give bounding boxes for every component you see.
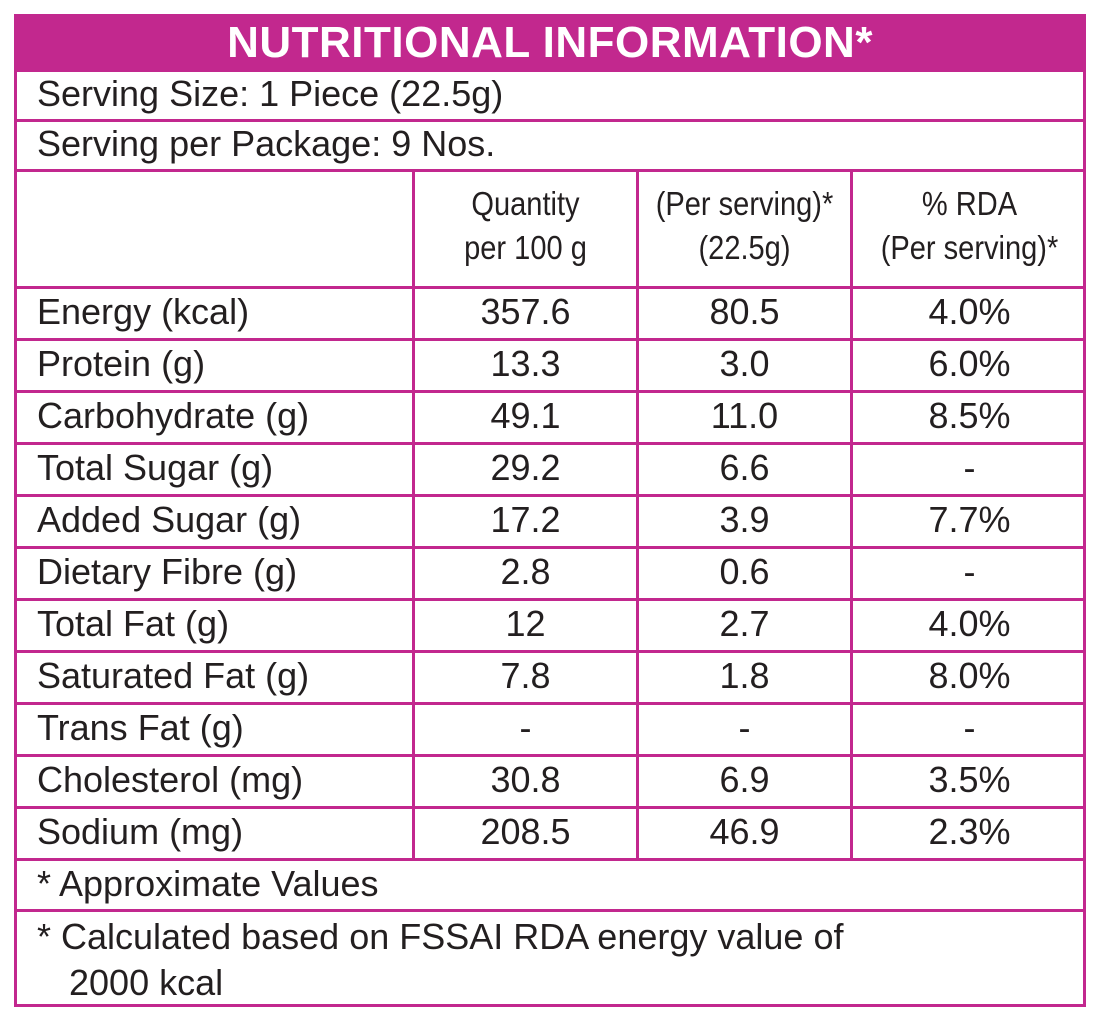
rda-value: - bbox=[850, 705, 1086, 754]
table-row: Protein (g) 13.3 3.0 6.0% bbox=[17, 338, 1083, 390]
per-100g-value: 357.6 bbox=[412, 289, 636, 338]
table-row: Total Sugar (g) 29.2 6.6 - bbox=[17, 442, 1083, 494]
per-serving-value: - bbox=[636, 705, 850, 754]
table-row: Sodium (mg) 208.5 46.9 2.3% bbox=[17, 806, 1083, 858]
header-quantity-line1: Quantity bbox=[471, 185, 580, 222]
header-quantity: Quantity per 100 g bbox=[428, 172, 622, 270]
per-serving-value: 80.5 bbox=[636, 289, 850, 338]
per-100g-value: - bbox=[412, 705, 636, 754]
per-100g-value: 49.1 bbox=[412, 393, 636, 442]
rda-value: 6.0% bbox=[850, 341, 1086, 390]
rda-value: 4.0% bbox=[850, 289, 1086, 338]
serving-per-package: Serving per Package: 9 Nos. bbox=[17, 119, 1083, 169]
nutrient-label: Sodium (mg) bbox=[37, 811, 244, 852]
per-100g-value: 17.2 bbox=[412, 497, 636, 546]
header-blank-cell bbox=[17, 172, 412, 286]
rda-value: 4.0% bbox=[850, 601, 1086, 650]
header-per-serving-line2: (22.5g) bbox=[698, 229, 791, 266]
per-serving-value: 6.6 bbox=[636, 445, 850, 494]
per-100g-value: 29.2 bbox=[412, 445, 636, 494]
rda-value: 3.5% bbox=[850, 757, 1086, 806]
nutrition-label: NUTRITIONAL INFORMATION* Serving Size: 1… bbox=[14, 14, 1086, 1007]
serving-size: Serving Size: 1 Piece (22.5g) bbox=[17, 69, 1083, 119]
per-100g-value: 30.8 bbox=[412, 757, 636, 806]
header-rda-line1: % RDA bbox=[921, 185, 1018, 222]
per-serving-value: 6.9 bbox=[636, 757, 850, 806]
per-serving-value: 3.9 bbox=[636, 497, 850, 546]
table-row: Energy (kcal) 357.6 80.5 4.0% bbox=[17, 286, 1083, 338]
footnote-fssai-line1: * Calculated based on FSSAI RDA energy v… bbox=[37, 916, 844, 957]
header-per-serving: (Per serving)* (22.5g) bbox=[652, 172, 838, 270]
table-row: Added Sugar (g) 17.2 3.9 7.7% bbox=[17, 494, 1083, 546]
table-row: Total Fat (g) 12 2.7 4.0% bbox=[17, 598, 1083, 650]
rda-value: 7.7% bbox=[850, 497, 1086, 546]
serving-per-package-text: Serving per Package: 9 Nos. bbox=[37, 123, 496, 164]
header-quantity-cell: Quantity per 100 g bbox=[412, 172, 636, 286]
serving-size-text: Serving Size: 1 Piece (22.5g) bbox=[37, 73, 504, 114]
nutrient-label: Saturated Fat (g) bbox=[37, 655, 310, 696]
per-serving-value: 11.0 bbox=[636, 393, 850, 442]
per-100g-value: 12 bbox=[412, 601, 636, 650]
per-serving-value: 46.9 bbox=[636, 809, 850, 858]
footnote-approximate: * Approximate Values bbox=[17, 858, 1083, 909]
header-rda-cell: % RDA (Per serving)* bbox=[850, 172, 1086, 286]
nutrient-label: Dietary Fibre (g) bbox=[37, 551, 298, 592]
footnote-fssai: * Calculated based on FSSAI RDA energy v… bbox=[17, 909, 1083, 1007]
header-rda-line2: (Per serving)* bbox=[880, 229, 1059, 266]
rda-value: 8.0% bbox=[850, 653, 1086, 702]
rda-value: - bbox=[850, 445, 1086, 494]
per-100g-value: 2.8 bbox=[412, 549, 636, 598]
per-serving-value: 3.0 bbox=[636, 341, 850, 390]
nutrient-label: Carbohydrate (g) bbox=[37, 395, 310, 436]
nutrient-label: Trans Fat (g) bbox=[37, 707, 244, 748]
table-row: Trans Fat (g) - - - bbox=[17, 702, 1083, 754]
per-serving-value: 0.6 bbox=[636, 549, 850, 598]
per-serving-value: 2.7 bbox=[636, 601, 850, 650]
table-row: Cholesterol (mg) 30.8 6.9 3.5% bbox=[17, 754, 1083, 806]
header-quantity-line2: per 100 g bbox=[464, 229, 587, 266]
rda-value: 2.3% bbox=[850, 809, 1086, 858]
nutrient-label: Total Fat (g) bbox=[37, 603, 230, 644]
per-100g-value: 7.8 bbox=[412, 653, 636, 702]
table-row: Carbohydrate (g) 49.1 11.0 8.5% bbox=[17, 390, 1083, 442]
nutrient-label: Energy (kcal) bbox=[37, 291, 250, 332]
table-row: Saturated Fat (g) 7.8 1.8 8.0% bbox=[17, 650, 1083, 702]
column-header-row: Quantity per 100 g (Per serving)* (22.5g… bbox=[17, 169, 1083, 286]
table-row: Dietary Fibre (g) 2.8 0.6 - bbox=[17, 546, 1083, 598]
footnote-approximate-text: * Approximate Values bbox=[37, 863, 379, 904]
per-100g-value: 208.5 bbox=[412, 809, 636, 858]
nutrient-label: Protein (g) bbox=[37, 343, 206, 384]
rda-value: 8.5% bbox=[850, 393, 1086, 442]
header-per-serving-cell: (Per serving)* (22.5g) bbox=[636, 172, 850, 286]
rda-value: - bbox=[850, 549, 1086, 598]
nutrient-label: Added Sugar (g) bbox=[37, 499, 302, 540]
nutrient-label: Total Sugar (g) bbox=[37, 447, 274, 488]
header-per-serving-line1: (Per serving)* bbox=[655, 185, 834, 222]
per-100g-value: 13.3 bbox=[412, 341, 636, 390]
nutrition-title: NUTRITIONAL INFORMATION* bbox=[17, 17, 1083, 69]
per-serving-value: 1.8 bbox=[636, 653, 850, 702]
nutrient-label: Cholesterol (mg) bbox=[37, 759, 304, 800]
footnote-fssai-line2: 2000 kcal bbox=[69, 962, 224, 1003]
header-rda: % RDA (Per serving)* bbox=[867, 172, 1072, 270]
